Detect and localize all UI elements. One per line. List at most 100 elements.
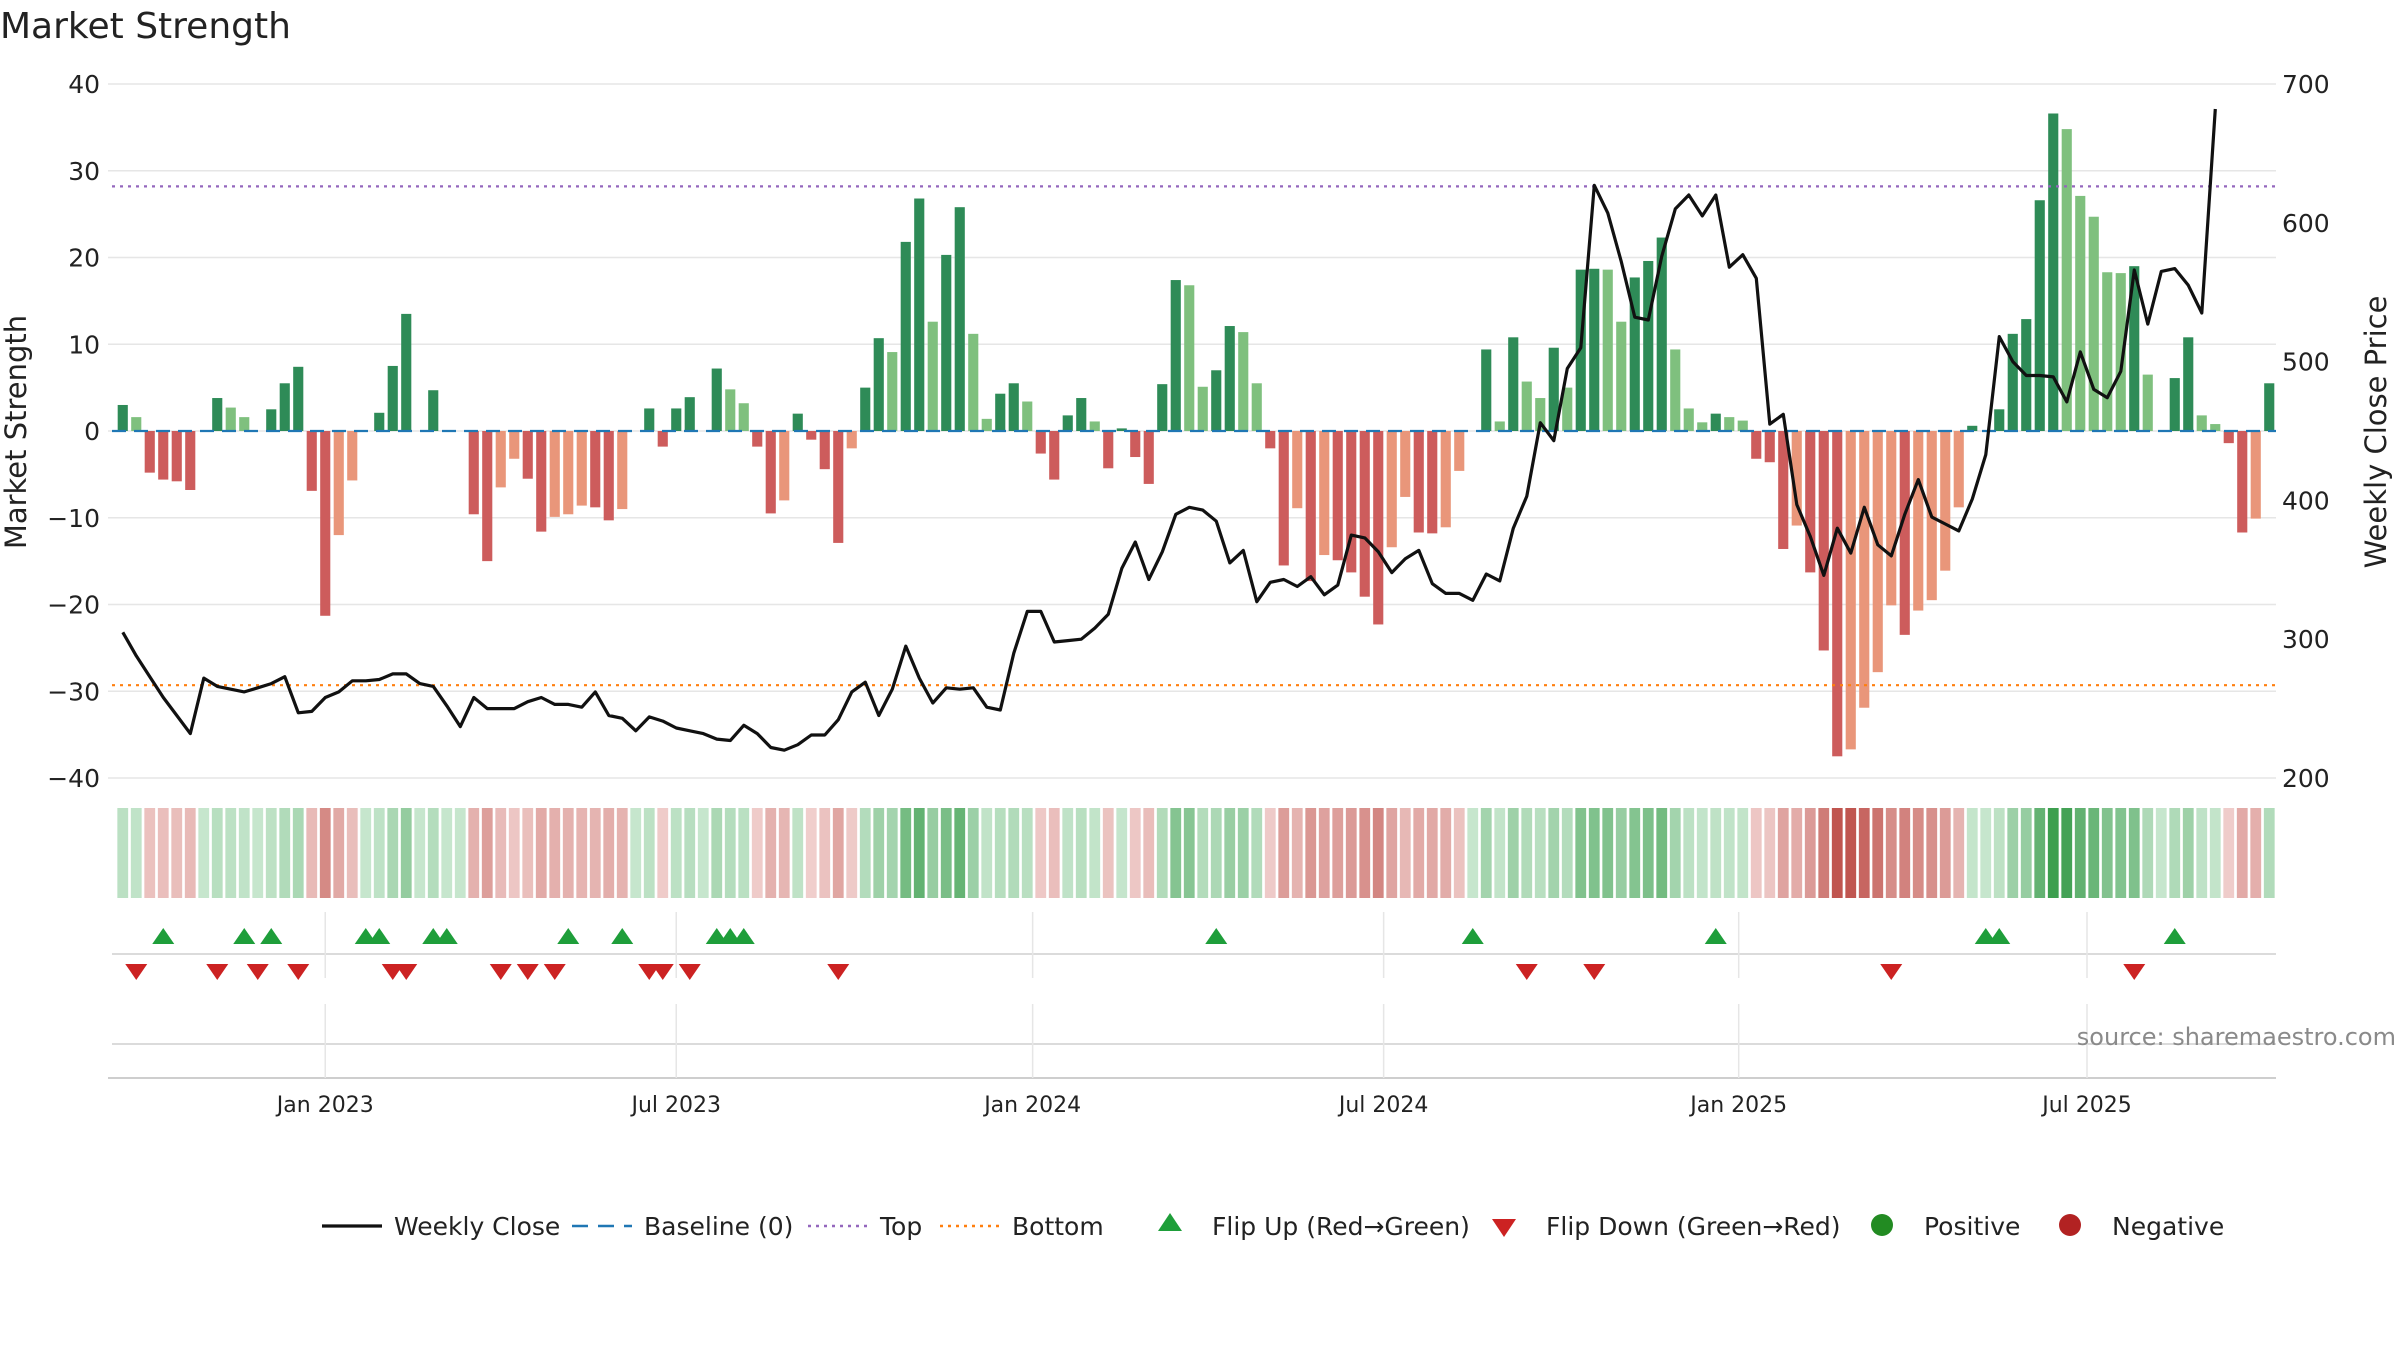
heat-cell (2223, 808, 2235, 898)
strength-bar (1035, 431, 1046, 454)
flip-up-marker (233, 928, 256, 944)
heat-cell (373, 808, 385, 898)
y-tick-label: −40 (47, 764, 100, 793)
heat-cell (252, 808, 264, 898)
strength-bar (1089, 421, 1100, 431)
heat-cell (157, 808, 169, 898)
heat-cell (981, 808, 993, 898)
heat-cell (1926, 808, 1938, 898)
strength-bar (806, 431, 817, 440)
flip-markers-panel (112, 928, 2276, 980)
strength-bar (468, 431, 479, 515)
heat-cell (1629, 808, 1641, 898)
flip-down-marker (395, 964, 418, 980)
heat-cell (2020, 808, 2032, 898)
heat-cell (508, 808, 520, 898)
legend-item: Flip Up (Red→Green) (1158, 1212, 1470, 1241)
strength-bar (792, 413, 803, 431)
heat-cell (1521, 808, 1533, 898)
heat-cell (1305, 808, 1317, 898)
y-tick-label: −10 (47, 504, 100, 533)
y-tick-label: 10 (68, 330, 100, 359)
strength-bar (1737, 420, 1748, 431)
heat-cell (279, 808, 291, 898)
heat-cell (1426, 808, 1438, 898)
flip-down-marker (827, 964, 850, 980)
strength-bar (1346, 431, 1357, 573)
strength-bar (1670, 349, 1681, 431)
strength-bar (1589, 268, 1600, 431)
strength-bar (266, 409, 277, 431)
y-tick-label: 40 (68, 70, 100, 99)
heat-cell (967, 808, 979, 898)
strength-bar (1143, 431, 1154, 484)
heat-cell (603, 808, 615, 898)
strength-bar (846, 431, 857, 449)
heat-cell (1359, 808, 1371, 898)
heat-cell (1467, 808, 1479, 898)
legend-item: Weekly Close (322, 1212, 560, 1241)
heat-cell (1777, 808, 1789, 898)
heat-cell (1845, 808, 1857, 898)
strength-bar (2075, 195, 2086, 431)
strength-bar (711, 368, 722, 431)
heat-cell (414, 808, 426, 898)
strength-bar (212, 398, 223, 431)
heat-cell (1075, 808, 1087, 898)
strength-bar (1197, 386, 1208, 431)
strength-bar (225, 407, 236, 431)
flip-down-marker (543, 964, 566, 980)
y2-tick-label: 700 (2282, 70, 2330, 99)
heat-cell (427, 808, 439, 898)
flip-up-marker (152, 928, 175, 944)
strength-bar (941, 254, 952, 431)
strength-bar (1683, 408, 1694, 431)
strength-bar (765, 431, 776, 514)
strength-bar (2034, 200, 2045, 431)
heat-cell (468, 808, 480, 898)
strength-bar (1184, 285, 1195, 431)
heat-cell (1143, 808, 1155, 898)
heat-cell (1534, 808, 1546, 898)
x-axis: Jan 2023 Jul 2023 Jan 2024 Jul 2024 Jan 2025… (108, 912, 2276, 1118)
strength-bar (1211, 370, 1222, 431)
x-tick-label: Jan 2023 (275, 1093, 374, 1118)
heat-cell (1156, 808, 1168, 898)
heat-cell (2115, 808, 2127, 898)
strength-bar (279, 383, 290, 431)
heat-cell (333, 808, 345, 898)
heat-cell (1885, 808, 1897, 898)
heat-cell (1764, 808, 1776, 898)
strength-bar (657, 431, 668, 447)
heat-cell (805, 808, 817, 898)
reference-lines (112, 185, 2276, 687)
strength-bar (549, 431, 560, 517)
x-tick-label: Jan 2024 (982, 1093, 1081, 1118)
strength-bar (2088, 216, 2099, 431)
heat-cell (711, 808, 723, 898)
heat-cell (1899, 808, 1911, 898)
heat-cell (2250, 808, 2262, 898)
flip-up-marker (2163, 928, 2186, 944)
flip-up-marker (1704, 928, 1727, 944)
heat-cell (1318, 808, 1330, 898)
legend-label: Bottom (1012, 1212, 1104, 1241)
strength-bar (333, 431, 344, 536)
legend-label: Weekly Close (394, 1212, 560, 1241)
strength-bar (1805, 431, 1816, 573)
y2-tick-label: 200 (2282, 764, 2330, 793)
y2-tick-label: 400 (2282, 486, 2330, 515)
heat-cell (2007, 808, 2019, 898)
y-axis-ticks: 40 30 20 10 0 −10 −20 −30 −40 (47, 70, 100, 793)
strength-bar (860, 387, 871, 431)
chart-title: Market Strength (0, 6, 291, 47)
strength-bar (833, 431, 844, 543)
heat-cell (225, 808, 237, 898)
heat-cell (1210, 808, 1222, 898)
strength-bar (1899, 431, 1910, 635)
strength-bar (1022, 401, 1033, 431)
strength-bar (239, 417, 250, 431)
y-tick-label: 30 (68, 157, 100, 186)
circle-icon (1871, 1214, 1893, 1236)
